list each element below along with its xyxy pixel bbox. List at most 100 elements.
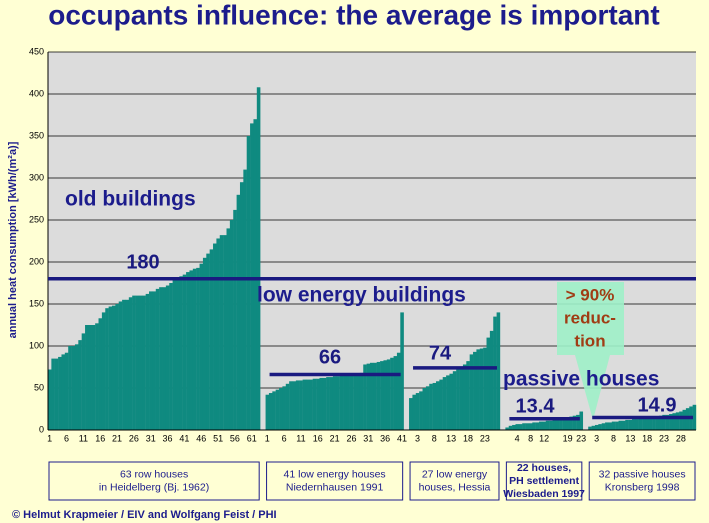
bar [246,136,251,430]
x-tick-label: 11 [296,433,305,443]
bar [562,418,567,430]
bar [572,415,577,430]
bar [209,249,214,430]
bar [309,379,313,430]
group-box [48,461,260,501]
bar [58,356,62,430]
bar [469,354,474,430]
bar [483,347,487,430]
x-tick-label: 36 [163,433,173,443]
bar [279,388,283,430]
bar [679,411,683,430]
x-tick-label: 56 [230,433,240,443]
x-tick-label: 61 [247,433,257,443]
x-tick-label: 13 [446,433,456,443]
bar [456,369,460,430]
bar [419,391,423,430]
bar [625,419,629,430]
bar [655,416,660,430]
bar [165,285,170,430]
bar [380,361,384,430]
bar [665,414,670,430]
bar [400,312,404,430]
bar [265,394,270,430]
bar [432,382,437,430]
bar [275,389,280,430]
bar [243,169,247,430]
bar [635,419,639,430]
x-tick-label: 8 [528,433,533,443]
x-tick-label: 21 [112,433,122,443]
bar [332,376,337,430]
bar [285,383,290,430]
y-tick-label: 100 [29,340,44,350]
bar [98,318,103,430]
annotation: low energy buildings [257,284,466,307]
bar [95,323,99,430]
bar [292,381,297,430]
x-tick-label: 1 [47,433,52,443]
y-tick-label: 400 [29,88,44,98]
bar [299,380,303,430]
bar [446,375,450,430]
bar [512,424,516,430]
bar [175,278,180,430]
bar [518,424,523,430]
x-tick-label: 21 [330,433,340,443]
bar [435,381,440,430]
x-tick-label: 36 [380,433,390,443]
reduction-arrow [557,282,624,420]
bar [642,418,646,430]
x-tick-label: 19 [563,433,573,443]
bar [319,377,324,430]
bar [412,394,416,430]
bar [621,420,626,430]
bar [346,374,350,430]
bar [118,301,123,430]
x-tick-label: 1 [265,433,270,443]
bar [369,362,374,430]
x-tick-label: 41 [179,433,189,443]
bar [339,375,344,430]
x-tick-label: 6 [282,433,287,443]
x-tick-label: 13 [625,433,635,443]
bar [105,308,109,430]
bar [462,364,467,430]
x-tick-label: 31 [146,433,156,443]
group-box [409,461,500,501]
group-label: 32 passive houses [599,468,686,480]
group-label: in Heidelberg (Bj. 1962) [99,481,209,493]
x-tick-label: 31 [363,433,373,443]
bar [615,421,619,430]
bar [555,419,560,430]
bar [199,263,204,430]
bar [682,409,687,430]
bar [169,283,173,430]
bar [135,295,140,430]
bar [588,426,592,430]
average-label: 66 [319,346,341,368]
y-tick-label: 350 [29,130,44,140]
bar [489,330,494,430]
x-tick-label: 28 [676,433,686,443]
bar [202,257,207,430]
bar [496,312,501,430]
bar [452,371,457,430]
bar [479,348,484,430]
bar [576,414,580,430]
bar [51,358,55,430]
bar [632,419,636,430]
bar [449,373,454,430]
bar [645,417,650,430]
bar [415,393,420,430]
bar [356,373,361,430]
bar [172,280,177,430]
bar [565,417,570,430]
bar [108,306,113,430]
group-label: PH settlement [509,475,580,487]
bar [594,424,599,430]
x-tick-label: 12 [539,433,549,443]
bar [256,87,261,430]
y-tick-label: 150 [29,298,44,308]
bar [196,267,200,430]
